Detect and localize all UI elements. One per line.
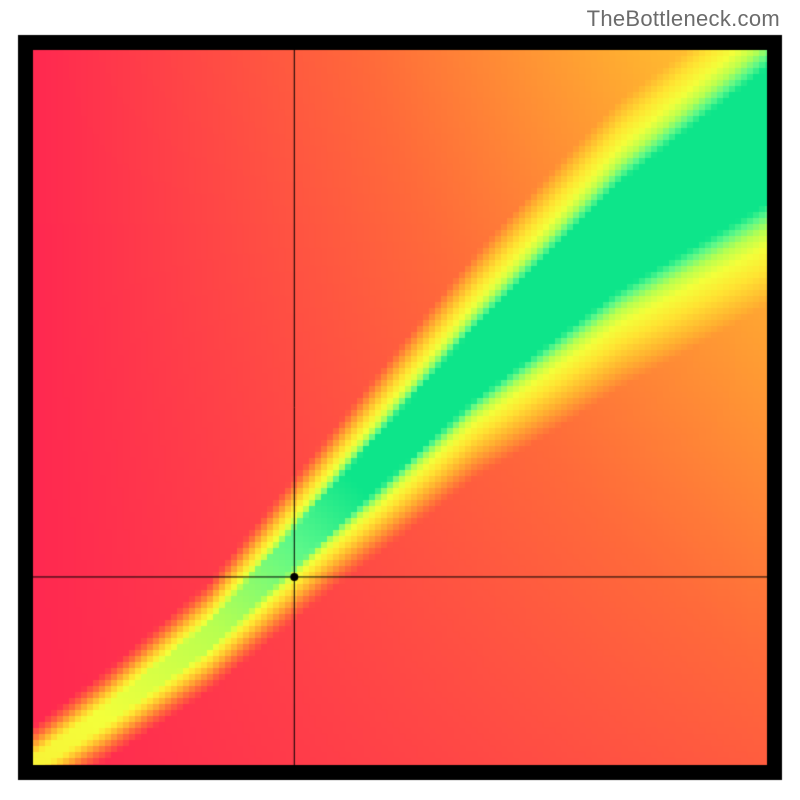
watermark-text: TheBottleneck.com [587, 6, 780, 32]
chart-container: TheBottleneck.com [0, 0, 800, 800]
bottleneck-heatmap [0, 0, 800, 800]
